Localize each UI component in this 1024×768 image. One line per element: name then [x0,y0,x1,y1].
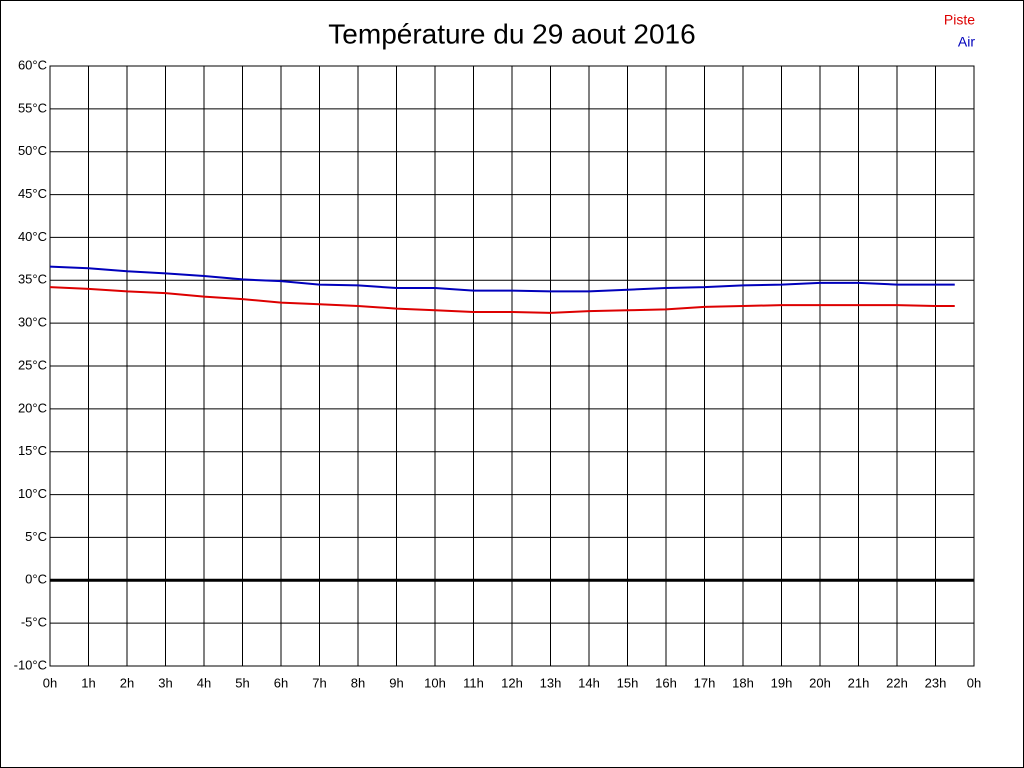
x-tick-label: 1h [81,675,95,690]
x-tick-label: 0h [967,675,981,690]
y-tick-label: 50°C [18,143,47,158]
x-tick-label: 16h [655,675,677,690]
x-tick-label: 2h [120,675,134,690]
x-tick-label: 19h [771,675,793,690]
x-tick-label: 21h [848,675,870,690]
y-tick-label: 35°C [18,272,47,287]
y-tick-label: 0°C [25,572,47,587]
x-tick-label: 22h [886,675,908,690]
x-tick-label: 8h [351,675,365,690]
y-tick-label: 25°C [18,357,47,372]
x-tick-label: 12h [501,675,523,690]
x-tick-label: 4h [197,675,211,690]
x-tick-label: 5h [235,675,249,690]
legend-entry: Piste [944,12,975,28]
x-tick-label: 20h [809,675,831,690]
y-tick-label: 40°C [18,229,47,244]
y-tick-label: 10°C [18,486,47,501]
y-tick-label: 55°C [18,100,47,115]
y-tick-label: 60°C [18,57,47,72]
x-tick-label: 23h [925,675,947,690]
chart-title: Température du 29 aout 2016 [328,18,695,49]
y-tick-label: 30°C [18,315,47,330]
y-tick-label: 20°C [18,400,47,415]
x-tick-label: 17h [694,675,716,690]
x-tick-label: 0h [43,675,57,690]
series-line [49,265,955,293]
y-tick-label: 45°C [18,186,47,201]
y-tick-label: 15°C [18,443,47,458]
x-tick-label: 3h [158,675,172,690]
series-line [49,286,955,314]
x-tick-label: 10h [424,675,446,690]
x-tick-label: 18h [732,675,754,690]
x-tick-label: 9h [389,675,403,690]
x-tick-label: 7h [312,675,326,690]
x-tick-label: 14h [578,675,600,690]
x-tick-label: 6h [274,675,288,690]
x-tick-label: 11h [463,675,484,690]
y-tick-label: -5°C [21,615,47,630]
y-tick-label: 5°C [25,529,47,544]
y-tick-label: -10°C [14,657,47,672]
x-tick-label: 13h [540,675,562,690]
legend-entry: Air [958,34,975,50]
x-tick-label: 15h [617,675,639,690]
